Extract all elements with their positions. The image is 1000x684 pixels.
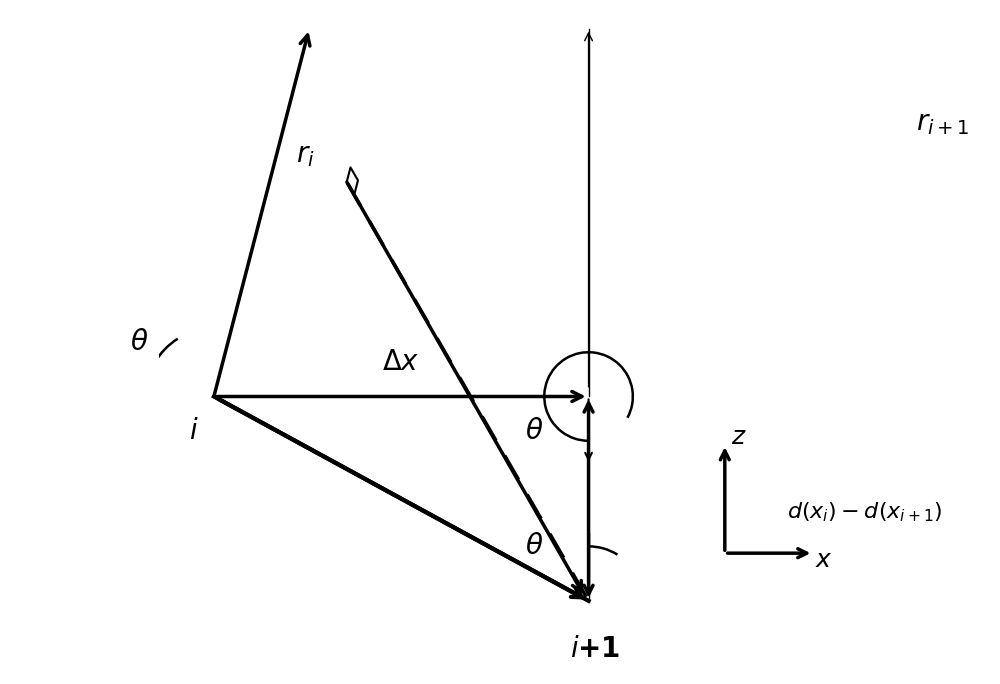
Text: $x$: $x$ (815, 548, 832, 572)
Text: $r_i$: $r_i$ (296, 141, 315, 169)
Text: $z$: $z$ (731, 425, 746, 449)
Text: $i$+$\mathbf{1}$: $i$+$\mathbf{1}$ (570, 635, 621, 663)
Text: $r_{i+1}$: $r_{i+1}$ (916, 109, 970, 137)
Text: $\theta$: $\theta$ (130, 328, 148, 356)
Text: $d(x_i)-d(x_{i+1})$: $d(x_i)-d(x_{i+1})$ (787, 501, 942, 524)
Text: $\theta$: $\theta$ (525, 532, 543, 560)
Text: $\Delta x$: $\Delta x$ (382, 348, 420, 376)
Text: $\theta$: $\theta$ (525, 417, 543, 445)
Text: $i$: $i$ (189, 417, 198, 445)
